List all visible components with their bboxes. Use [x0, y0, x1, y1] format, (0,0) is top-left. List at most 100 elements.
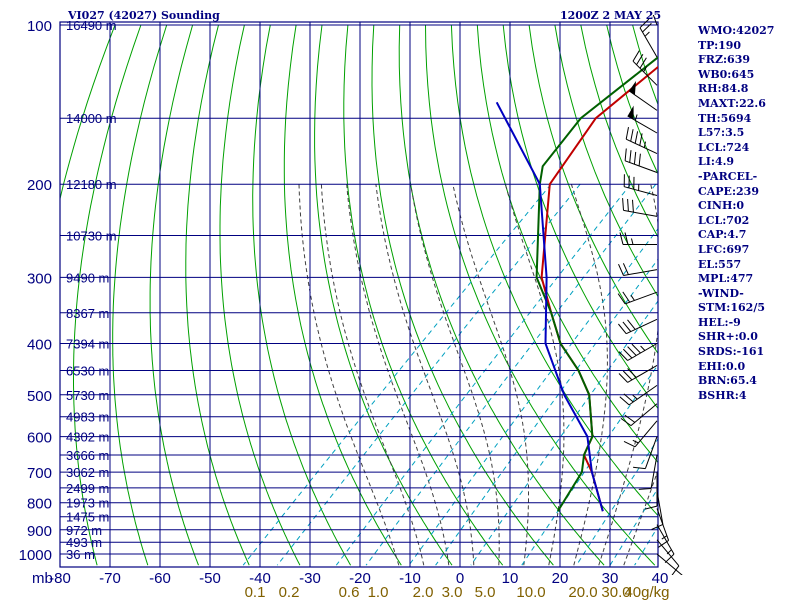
- wind-barb-full: [638, 488, 652, 490]
- mixing-ratio-label: 5.0: [475, 584, 496, 600]
- dry-adiabat-line: [252, 24, 352, 566]
- wind-barb-full: [618, 263, 624, 276]
- height-label: 12180 m: [66, 177, 117, 192]
- wind-barb: [618, 343, 658, 361]
- temperature-tick-label: -70: [99, 570, 121, 587]
- wind-barb-half: [643, 141, 646, 148]
- grid: [59, 21, 659, 568]
- stat-item: CAP:4.7: [698, 228, 747, 242]
- wind-barb-full: [636, 53, 644, 66]
- wind-barb-staff: [634, 420, 658, 448]
- wind-barbs: [617, 15, 683, 575]
- wind-barb-half: [631, 238, 634, 245]
- mixing-ratio-label: 0.2: [279, 584, 300, 600]
- wind-barb-staff: [627, 364, 658, 383]
- wind-barb: [622, 198, 658, 217]
- wind-barb-staff: [656, 508, 670, 541]
- mixing-ratio-line: [365, 183, 657, 566]
- temperature-tick-label: 10: [502, 570, 519, 587]
- wind-barb-full: [629, 150, 632, 163]
- moist-adiabat-line: [410, 184, 500, 566]
- pressure-tick-label: 500: [27, 388, 52, 405]
- wind-barb: [619, 384, 658, 406]
- wind-barb-full: [627, 346, 637, 356]
- stat-item: EHI:0.0: [698, 359, 746, 373]
- wind-barb-full: [622, 291, 631, 303]
- pressure-tick-label: 400: [27, 337, 52, 354]
- wind-barb-staff: [625, 318, 658, 335]
- wind-barb: [627, 105, 658, 134]
- wind-barb-full: [619, 396, 630, 406]
- wind-barb-half: [630, 295, 635, 301]
- wind-barb-staff: [627, 343, 658, 361]
- wind-barb-full: [630, 129, 634, 142]
- wind-barb-full: [633, 466, 646, 470]
- wind-barb-full: [632, 199, 634, 213]
- wind-barb-full: [618, 351, 628, 361]
- wind-barb-full: [622, 263, 629, 275]
- wind-barb: [624, 148, 658, 173]
- moist-adiabat-line: [598, 184, 658, 566]
- mixing-ratio-label: 2.0: [413, 584, 434, 600]
- height-label: 16490 m: [66, 18, 117, 33]
- temperature-tick-label: 30: [602, 570, 619, 587]
- height-label: 1475 m: [66, 510, 109, 525]
- height-label: 9490 m: [66, 270, 109, 285]
- wind-barb: [638, 454, 658, 490]
- wind-barb: [656, 539, 680, 575]
- mixing-ratio-line: [276, 183, 581, 566]
- wind-barb-full: [622, 321, 632, 332]
- moist-adiabat-line: [570, 184, 608, 566]
- wind-barb-full: [634, 131, 639, 144]
- wind-barb-staff: [625, 138, 658, 155]
- wind-barb: [618, 318, 658, 335]
- dry-adiabat-line: [283, 24, 402, 566]
- wind-barb: [651, 490, 664, 530]
- wind-barb-full: [622, 348, 633, 359]
- parcel-profile-line: [495, 101, 604, 512]
- moist-adiabat-line: [504, 184, 565, 566]
- stat-item: SHR+:0.0: [698, 330, 758, 344]
- wind-barb-half: [632, 439, 639, 444]
- wind-barb-staff: [656, 539, 680, 567]
- stat-item: EL:557: [698, 257, 742, 271]
- wind-barb-staff: [630, 403, 658, 426]
- pressure-tick-label: 900: [27, 523, 52, 540]
- wind-barb: [644, 472, 658, 510]
- temperature-tick-label: -10: [399, 570, 421, 587]
- height-label: 10730 m: [66, 229, 117, 244]
- wind-barb-staff: [628, 90, 658, 111]
- dry-adiabat-line: [398, 24, 605, 566]
- mixing-ratio-label: 10.0: [516, 584, 545, 600]
- wind-barb-full: [618, 373, 628, 383]
- wind-barb-full: [639, 18, 650, 29]
- stat-item: WMO:42027: [698, 24, 775, 37]
- wind-barb-full: [633, 151, 637, 165]
- mixing-ratio-line: [242, 183, 552, 566]
- wind-barb-staff: [632, 60, 658, 86]
- wind-barb-staff: [624, 291, 658, 305]
- moist-adiabat-line: [298, 184, 400, 566]
- mixing-ratio-line: [521, 364, 658, 566]
- sounding-time: 1200Z 2 MAY 25: [560, 9, 662, 22]
- dry-adiabat-line: [314, 24, 453, 566]
- height-label: 4302 m: [66, 430, 109, 445]
- moist-adiabat-line: [623, 468, 658, 566]
- stat-item: TH:5694: [698, 111, 752, 125]
- moist-adiabats: [298, 184, 658, 566]
- stat-item: LI:4.9: [698, 155, 735, 169]
- wind-barb-staff: [623, 209, 658, 217]
- stat-item: -WIND-: [698, 286, 744, 300]
- wind-barb-staff: [623, 269, 658, 276]
- wind-barb: [623, 420, 658, 448]
- wind-barb-full: [627, 368, 637, 378]
- mixing-ratio-label: 20.0: [568, 584, 597, 600]
- wind-barb-full: [627, 198, 629, 212]
- dry-adiabats: [60, 24, 658, 566]
- wind-barb: [620, 403, 658, 427]
- sounding-profiles: [495, 56, 658, 512]
- wind-barb-full: [639, 133, 643, 146]
- dry-adiabat-line: [528, 24, 658, 355]
- wind-barb: [652, 15, 658, 26]
